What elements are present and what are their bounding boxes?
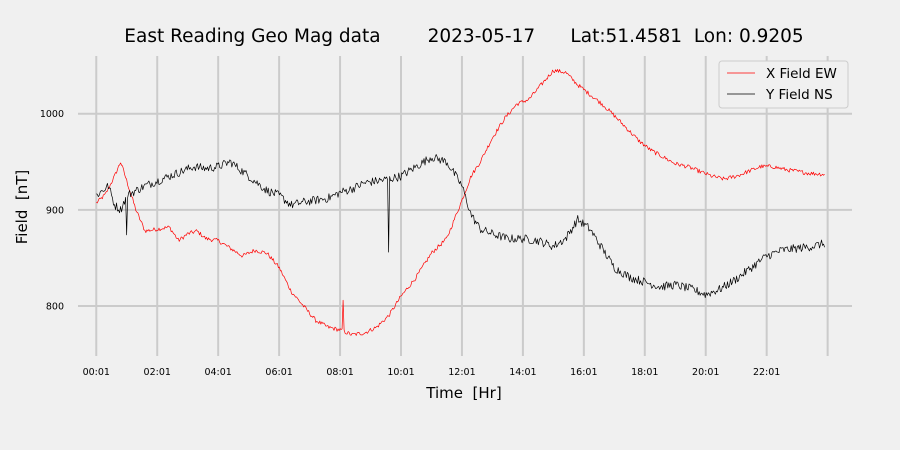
series-line-x-field bbox=[96, 69, 825, 336]
x-tick-label: 18:01 bbox=[631, 367, 658, 378]
x-tick-label: 00:01 bbox=[83, 367, 110, 378]
legend: X Field EW Y Field NS bbox=[718, 60, 849, 109]
x-tick-label: 14:01 bbox=[509, 367, 536, 378]
x-axis-ticks: 00:01 02:01 04:01 06:01 08:01 10:01 12:01 14:01… bbox=[83, 367, 781, 378]
y-tick-label: 1000 bbox=[40, 109, 64, 120]
series-layer bbox=[96, 69, 825, 336]
x-axis-label: Time [Hr] bbox=[425, 384, 501, 402]
y-tick-label: 800 bbox=[46, 302, 64, 313]
x-tick-label: 10:01 bbox=[387, 367, 414, 378]
y-tick-label: 900 bbox=[46, 205, 64, 216]
x-tick-label: 22:01 bbox=[753, 367, 780, 378]
legend-label-y-field: Y Field NS bbox=[765, 87, 833, 103]
chart-title: East Reading Geo Mag data 2023-05-17 Lat… bbox=[124, 26, 803, 47]
x-tick-label: 06:01 bbox=[265, 367, 292, 378]
x-tick-label: 08:01 bbox=[326, 367, 353, 378]
y-axis-label: Field [nT] bbox=[13, 170, 31, 245]
x-tick-label: 04:01 bbox=[204, 367, 231, 378]
x-tick-label: 12:01 bbox=[448, 367, 475, 378]
legend-label-x-field: X Field EW bbox=[766, 66, 837, 82]
series-line-y-field bbox=[96, 154, 825, 298]
y-axis-ticks: 800 900 1000 bbox=[40, 109, 64, 312]
x-tick-label: 20:01 bbox=[692, 367, 719, 378]
x-tick-label: 16:01 bbox=[570, 367, 597, 378]
x-tick-label: 02:01 bbox=[144, 367, 171, 378]
